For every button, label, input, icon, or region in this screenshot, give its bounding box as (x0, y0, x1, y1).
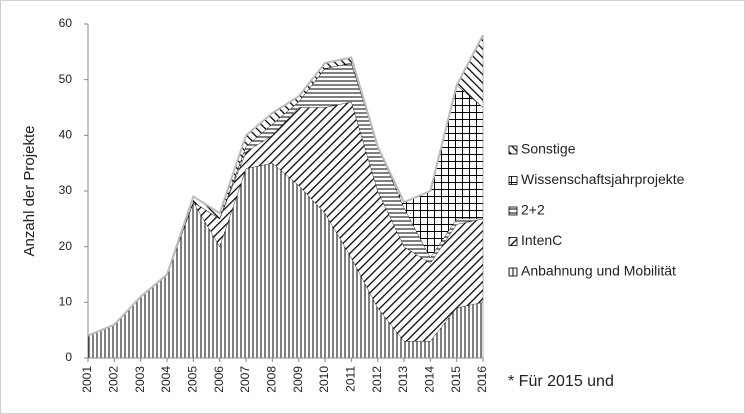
x-tick-label: 2015 (449, 366, 463, 393)
x-tick-label: 2006 (212, 366, 226, 393)
legend-label: Sonstige (521, 141, 576, 157)
x-tick-label: 2012 (370, 366, 384, 393)
x-tick-label: 2009 (291, 366, 305, 393)
x-tick-label: 2016 (475, 366, 489, 393)
y-axis-label: Anzahl der Projekte (21, 126, 38, 257)
y-tick-label: 0 (65, 350, 72, 364)
annotation: * Für 2015 und (508, 373, 614, 390)
legend-swatch (508, 176, 518, 185)
legend-label: Wissenschaftsjahrprojekte (521, 171, 685, 187)
legend-swatch (508, 145, 518, 155)
x-tick-label: 2007 (238, 366, 252, 393)
x-tick-label: 2005 (186, 366, 200, 393)
x-tick-label: 2001 (80, 366, 94, 393)
legend-swatch (508, 206, 518, 216)
y-tick-label: 60 (59, 16, 73, 30)
y-tick-label: 10 (59, 295, 73, 309)
legend-swatch (508, 267, 518, 277)
y-tick-label: 20 (59, 239, 73, 253)
y-tick-label: 50 (59, 72, 73, 86)
legend-label: 2+2 (521, 202, 545, 218)
x-tick-label: 2002 (107, 366, 121, 393)
legend-label: Anbahnung und Mobilität (521, 263, 676, 279)
x-tick-label: 2003 (133, 366, 147, 393)
y-tick-label: 40 (59, 128, 73, 142)
x-tick-label: 2014 (423, 366, 437, 393)
x-tick-label: 2011 (344, 366, 358, 392)
x-tick-label: 2013 (396, 366, 410, 393)
top-outline (87, 34, 484, 337)
y-tick-label: 30 (59, 183, 73, 197)
x-tick-label: 2004 (159, 366, 173, 393)
x-tick-label: 2008 (265, 366, 279, 393)
legend-swatch (508, 237, 518, 246)
x-tick-label: 2010 (317, 366, 331, 393)
legend-label: IntenC (521, 232, 562, 248)
